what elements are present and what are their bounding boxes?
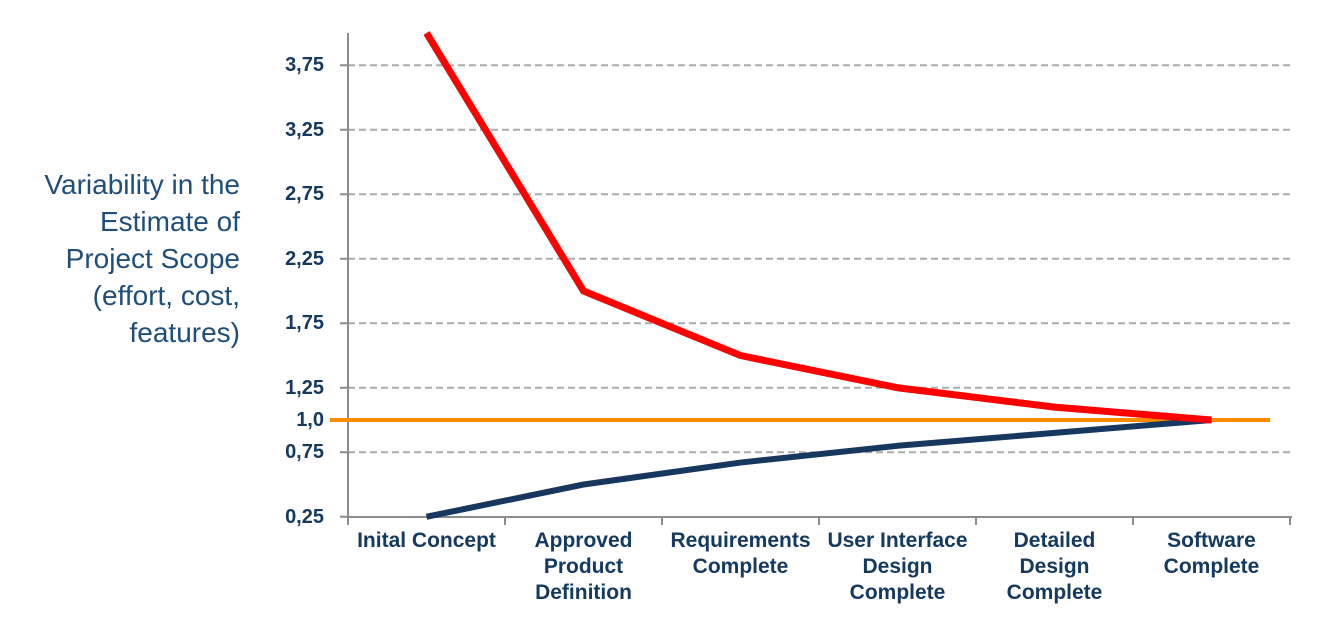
x-axis-category-label: User Interface Design Complete — [827, 529, 968, 604]
y-tick-label: 3,75 — [285, 54, 324, 77]
x-axis-category-label: Software Complete — [1163, 529, 1260, 578]
x-axis-category-label: Inital Concept — [357, 529, 496, 552]
series-line-lower-estimate-bound — [425, 417, 1212, 520]
series-line-upper-estimate-bound — [423, 31, 1212, 424]
x-axis-category-label: Approved Product Definition — [534, 529, 633, 604]
y-tick-label: 1,75 — [285, 312, 324, 335]
axis-lines — [347, 33, 1292, 518]
y-tick-label: 1,25 — [285, 376, 324, 399]
y-tick-label: 2,75 — [285, 183, 324, 206]
y-axis-title: Variability in the Estimate of Project S… — [44, 169, 240, 348]
y-tick-label: 1,0 — [296, 409, 324, 431]
y-tick-label: 2,25 — [285, 247, 324, 270]
x-axis-category-label: Requirements Complete — [670, 529, 811, 578]
y-tick-label: 3,25 — [285, 118, 324, 141]
x-axis-category-label: Detailed Design Complete — [1006, 529, 1103, 604]
y-tick-label: 0,25 — [285, 505, 324, 528]
y-tick-label: 0,75 — [285, 441, 324, 464]
